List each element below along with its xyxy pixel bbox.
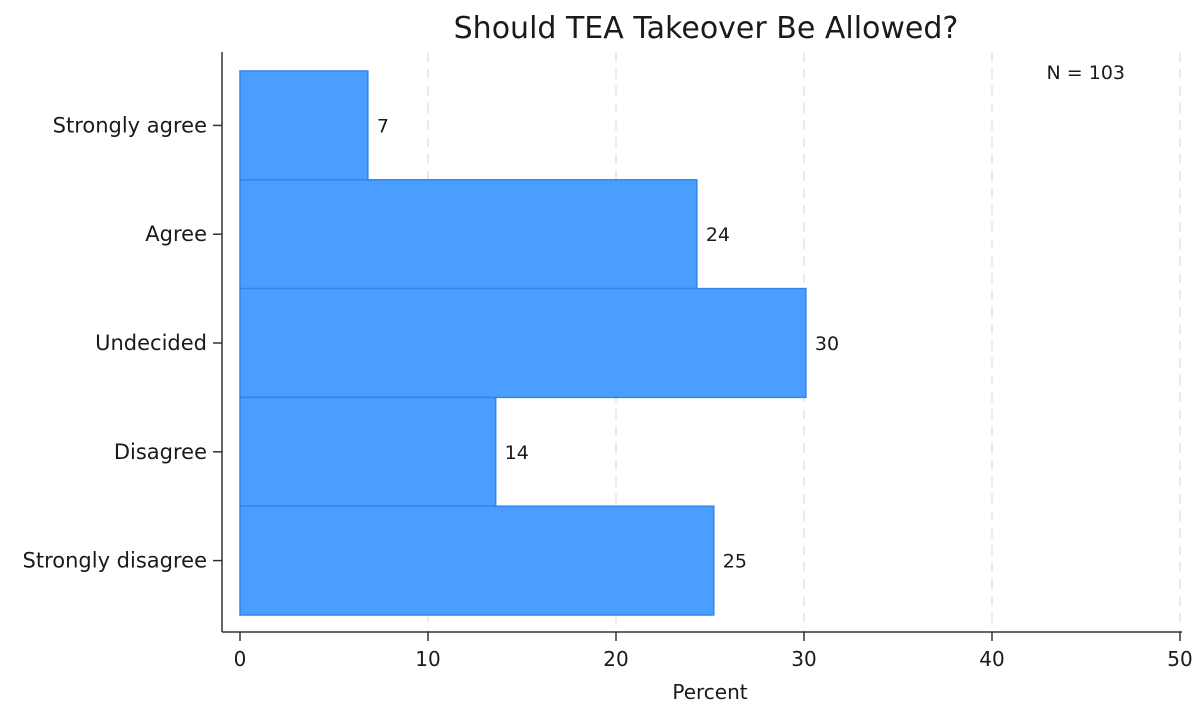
y-tick-label-undecided: Undecided [95, 331, 207, 355]
y-tick-label-agree: Agree [145, 222, 207, 246]
data-label-undecided: 30 [815, 333, 839, 355]
x-tick-label-30: 30 [791, 647, 816, 671]
axes: Strongly agree Agree Undecided Disagree Stro… [23, 52, 1193, 671]
x-tick-label-20: 20 [603, 647, 628, 671]
bar-agree [239, 179, 698, 290]
bar-disagree [239, 396, 497, 507]
bar-undecided [239, 287, 807, 399]
data-label-strongly-disagree: 25 [723, 551, 747, 573]
sample-size-note: N = 103 [1047, 62, 1125, 84]
x-tick-label-0: 0 [234, 647, 247, 671]
bar-strongly-disagree [239, 505, 715, 616]
bars [239, 70, 807, 616]
x-axis-title: Percent [672, 680, 747, 704]
y-tick-label-strongly-disagree: Strongly disagree [23, 549, 207, 573]
data-labels: 7 24 30 14 25 [377, 115, 839, 572]
y-tick-label-strongly-agree: Strongly agree [53, 113, 207, 137]
data-label-disagree: 14 [505, 442, 529, 464]
x-tick-label-10: 10 [415, 647, 440, 671]
bar-strongly-agree [239, 70, 369, 181]
data-label-strongly-agree: 7 [377, 115, 389, 137]
y-tick-label-disagree: Disagree [114, 440, 207, 464]
x-tick-label-40: 40 [979, 647, 1004, 671]
chart-title: Should TEA Takeover Be Allowed? [454, 11, 959, 46]
data-label-agree: 24 [706, 224, 730, 246]
x-tick-label-50: 50 [1167, 647, 1192, 671]
